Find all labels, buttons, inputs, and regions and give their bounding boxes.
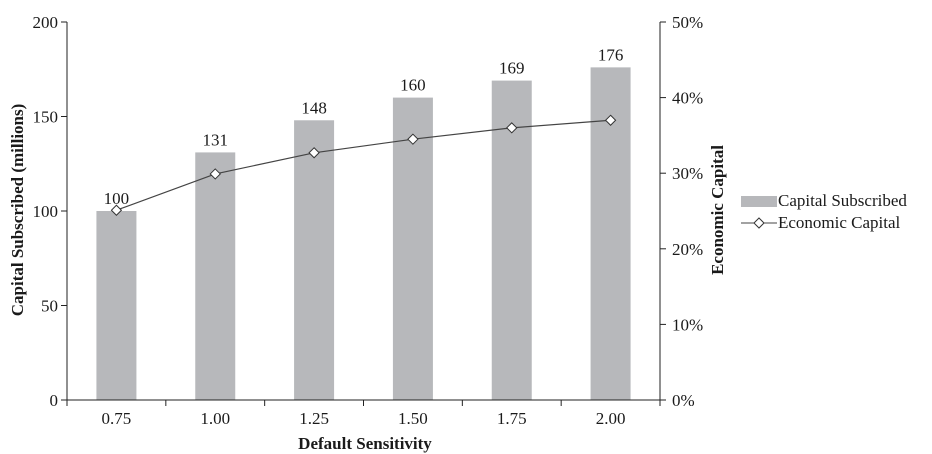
x-tick-label: 0.75 [102,409,132,428]
bar [195,152,236,400]
line-point-marker [308,147,320,159]
bar-data-label: 131 [203,130,229,149]
x-tick-label: 2.00 [596,409,626,428]
legend-bar-label: Capital Subscribed [778,191,907,210]
y2-tick-label: 40% [672,89,703,108]
bar-data-label: 100 [104,189,130,208]
y-tick-label: 200 [33,13,59,32]
x-tick-label: 1.75 [497,409,527,428]
legend-bar-swatch [741,196,777,207]
line-point-marker [407,133,419,145]
x-tick-label: 1.25 [299,409,329,428]
x-tick-label: 1.50 [398,409,428,428]
bar [491,80,532,400]
y-tick-label: 150 [33,108,59,127]
y-axis-title: Capital Subscribed (millions) [8,104,27,317]
legend-line-label: Economic Capital [778,213,901,232]
y2-tick-label: 50% [672,13,703,32]
y2-tick-label: 20% [672,240,703,259]
bar-labels-group: 100 131 148 160 169 176 [104,45,624,208]
ticks-group: 0 50 100 150 200 0% 10% 20% 30% 40% 50% 0.75 1.00 1.2… [33,13,704,428]
legend-diamond-icon [753,217,765,229]
bar-data-label: 176 [598,45,624,64]
x-tick-label: 1.00 [200,409,230,428]
bar [392,97,433,400]
y-tick-label: 50 [41,297,58,316]
y-tick-label: 100 [33,202,59,221]
axes-group [66,22,661,401]
bars-group [96,67,631,401]
bar-data-label: 148 [301,98,327,117]
y-tick-label: 0 [50,391,59,410]
y2-tick-label: 30% [672,164,703,183]
line-point-marker [209,168,221,180]
bar [96,211,137,400]
y2-tick-label: 0% [672,391,695,410]
line-point-marker [604,114,617,126]
bar [294,120,335,400]
line-point-marker [506,122,518,134]
y2-tick-label: 10% [672,315,703,334]
bar-data-label: 160 [400,76,426,95]
line-series-group [110,114,617,216]
legend: Capital Subscribed Economic Capital [741,191,907,232]
y2-axis-title: Economic Capital [708,145,727,275]
x-axis-title: Default Sensitivity [298,434,432,453]
economic-capital-line [116,119,611,211]
line-point-marker [110,204,123,216]
bar-data-label: 169 [499,59,525,78]
